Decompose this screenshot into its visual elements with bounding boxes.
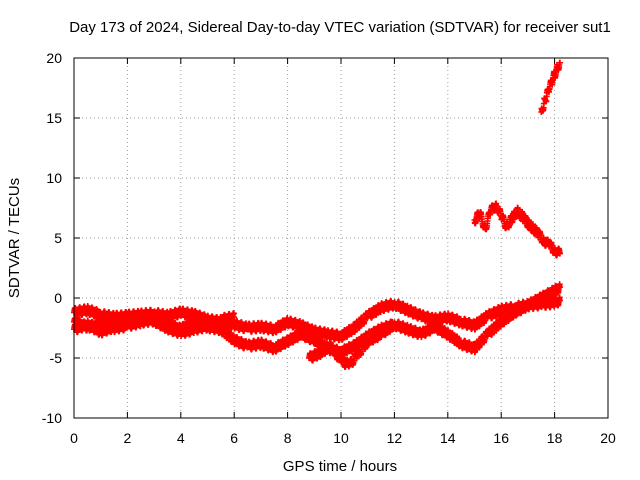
y-tick-label: 15 [46, 110, 62, 126]
data-points [71, 59, 563, 371]
x-tick-label: 18 [547, 430, 563, 446]
x-tick-label: 4 [177, 430, 185, 446]
y-tick-label: -5 [50, 350, 63, 366]
x-tick-label: 12 [387, 430, 403, 446]
y-tick-label: 0 [54, 290, 62, 306]
x-tick-label: 20 [600, 430, 616, 446]
chart-title: Day 173 of 2024, Sidereal Day-to-day VTE… [69, 19, 611, 36]
x-axis-label: GPS time / hours [283, 458, 397, 475]
y-tick-label: -10 [42, 410, 62, 426]
y-tick-label: 20 [46, 50, 62, 66]
data-point [556, 297, 563, 304]
y-tick-label: 10 [46, 170, 62, 186]
x-tick-label: 10 [333, 430, 349, 446]
x-tick-label: 2 [124, 430, 132, 446]
x-tick-label: 14 [440, 430, 456, 446]
x-tick-label: 16 [493, 430, 509, 446]
x-tick-label: 8 [284, 430, 292, 446]
axis-ticks: 0 2 4 6 8 10 12 14 16 18 20 -10 -5 0 5 10 15 20 [42, 50, 616, 446]
y-tick-label: 5 [54, 230, 62, 246]
grid [74, 58, 608, 418]
y-axis-label: SDTVAR / TECUs [6, 178, 23, 298]
x-tick-label: 0 [70, 430, 78, 446]
x-tick-label: 6 [230, 430, 238, 446]
